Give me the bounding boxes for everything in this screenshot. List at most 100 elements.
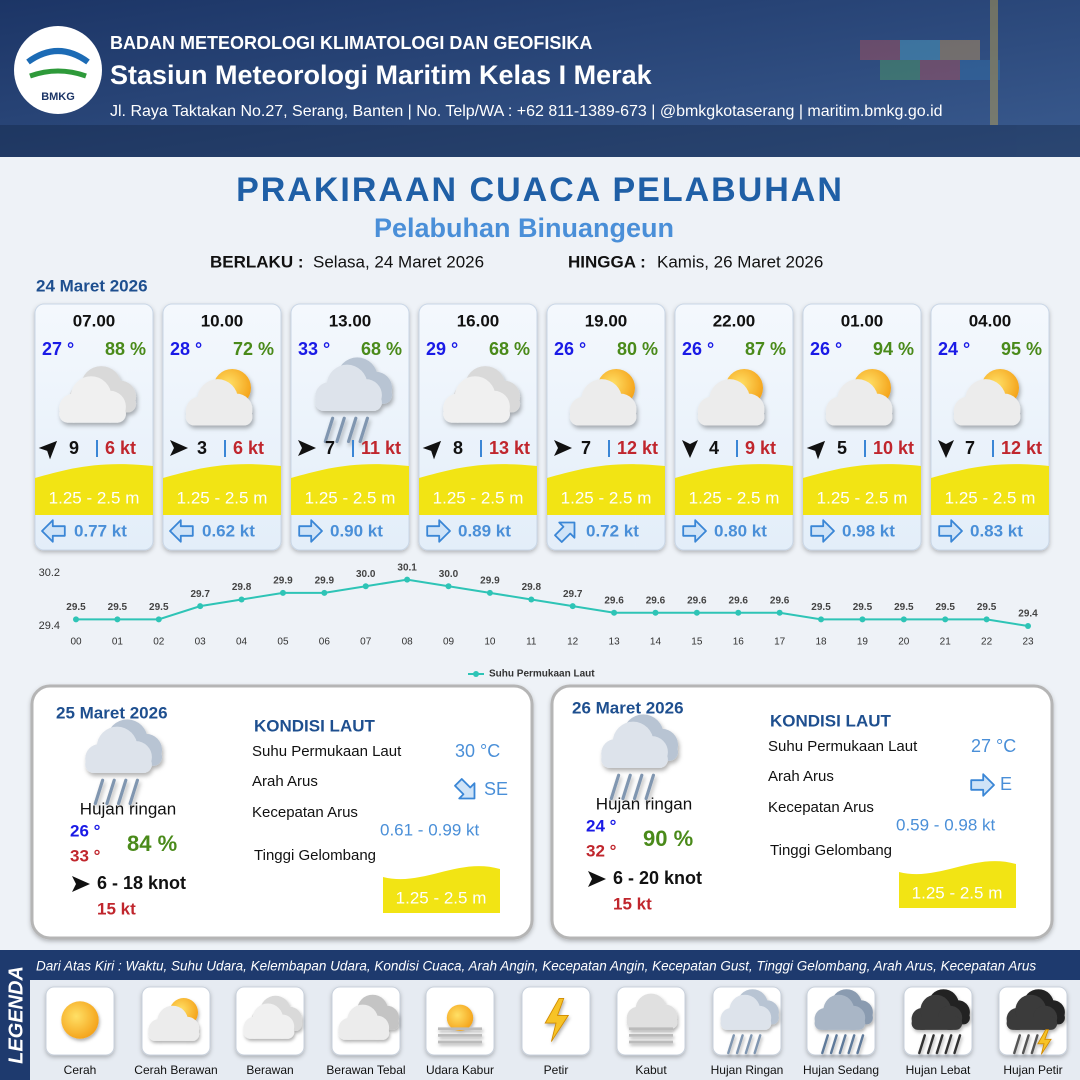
- x-tick-label: 13: [609, 637, 621, 648]
- valid-to-label: HINGGA :: [568, 252, 646, 271]
- sst-point: [611, 609, 618, 616]
- slot-wave: 1.25 - 2.5 m: [433, 488, 524, 507]
- sst-point: [983, 616, 990, 623]
- cloud: [185, 379, 253, 426]
- x-tick-label: 05: [277, 637, 289, 648]
- slot-current: 0.90 kt: [330, 521, 383, 540]
- weather-icon: [61, 1001, 99, 1039]
- weather-icon: [1006, 989, 1065, 1055]
- sst-point: [114, 616, 121, 623]
- slot-wave: 1.25 - 2.5 m: [561, 488, 652, 507]
- subtitle: Pelabuhan Binuangeun: [374, 213, 674, 243]
- slot-wave: 1.25 - 2.5 m: [49, 488, 140, 507]
- sea-current-speed: 0.59 - 0.98 kt: [896, 815, 996, 834]
- slot-time: 13.00: [329, 311, 372, 330]
- cloud: [85, 726, 152, 774]
- legend-item: Hujan Lebat: [906, 1063, 971, 1077]
- value-label: 29.5: [853, 602, 873, 613]
- slot-gust: 6 kt: [105, 438, 136, 458]
- value-label: 30.0: [356, 569, 376, 580]
- wave-shape: [419, 464, 537, 515]
- x-tick-label: 22: [981, 637, 993, 648]
- sea-sst: 30 °C: [455, 741, 500, 761]
- sst-point: [155, 616, 162, 623]
- logo-arc: [26, 48, 90, 65]
- cloud-part: [85, 755, 152, 774]
- wave-shape: [291, 464, 409, 515]
- sst-point: [362, 583, 369, 590]
- slot-wind: 3: [197, 438, 207, 458]
- slot-time: 22.00: [713, 311, 756, 330]
- legend-item: Cerah Berawan: [134, 1063, 217, 1077]
- x-tick-label: 20: [898, 637, 910, 648]
- address: Jl. Raya Taktakan No.27, Serang, Banten …: [110, 103, 943, 120]
- rain: [644, 773, 655, 801]
- slot-wave: 1.25 - 2.5 m: [177, 488, 268, 507]
- weather-icon: [626, 993, 678, 1044]
- slot-time: 10.00: [201, 311, 244, 330]
- cloud-part: [601, 750, 668, 769]
- slot-humidity: 68 %: [489, 339, 530, 359]
- weather-icon: [601, 714, 679, 801]
- x-tick-label: 16: [733, 637, 745, 648]
- value-label: 29.7: [563, 589, 583, 600]
- slot-wave: 1.25 - 2.5 m: [945, 488, 1036, 507]
- today-date: 24 Maret 2026: [36, 276, 148, 295]
- slot-gust: 11 kt: [361, 438, 401, 458]
- value-label: 29.6: [770, 595, 790, 606]
- outlook-wind: 6 - 18 knot: [97, 873, 186, 893]
- y-tick-label: 30.2: [39, 567, 60, 579]
- value-label: 29.5: [108, 602, 128, 613]
- weather-icon: [953, 369, 1021, 426]
- x-tick-label: 11: [526, 637, 537, 648]
- slot-humidity: 88 %: [105, 339, 146, 359]
- slot-gust: 9 kt: [745, 438, 776, 458]
- value-label: 29.5: [66, 602, 86, 613]
- rain: [935, 1034, 944, 1055]
- x-tick-label: 19: [857, 637, 869, 648]
- outlook-date: 25 Maret 2026: [56, 703, 168, 722]
- value-label: 29.9: [273, 576, 293, 587]
- legend-item: Cerah: [64, 1063, 97, 1077]
- weather-icon: [569, 369, 637, 426]
- legend-label: Suhu Permukaan Laut: [489, 669, 595, 680]
- outlook-gust: 15 kt: [613, 894, 652, 913]
- outlook-humidity: 90 %: [643, 826, 693, 851]
- rain: [944, 1034, 953, 1055]
- current-arrow: [938, 519, 963, 543]
- x-tick-label: 07: [360, 637, 372, 648]
- slot-humidity: 95 %: [1001, 339, 1042, 359]
- slot-temp: 26 °: [810, 339, 842, 359]
- sst-point: [197, 603, 204, 610]
- cloud: [814, 994, 866, 1030]
- slot-humidity: 80 %: [617, 339, 658, 359]
- slot-humidity: 68 %: [361, 339, 402, 359]
- slot-wave: 1.25 - 2.5 m: [305, 488, 396, 507]
- slot-wind: 7: [581, 438, 591, 458]
- sst-point: [569, 603, 576, 610]
- sea-label: Arah Arus: [252, 773, 318, 790]
- outlook-humidity: 84 %: [127, 831, 177, 856]
- rain: [1030, 1034, 1039, 1055]
- cloud: [1006, 994, 1058, 1030]
- slot-temp: 29 °: [426, 339, 458, 359]
- x-tick-label: 02: [153, 637, 165, 648]
- agency: BADAN METEOROLOGI KLIMATOLOGI DAN GEOFIS…: [110, 33, 592, 53]
- rain: [128, 778, 139, 806]
- weather-icon: [338, 994, 399, 1040]
- rain: [821, 1034, 830, 1055]
- current-arrow: [970, 773, 995, 797]
- bolt: [544, 997, 570, 1042]
- legend-top: [0, 950, 1080, 980]
- rain: [346, 416, 358, 444]
- value-label: 29.5: [977, 602, 997, 613]
- sst-point: [279, 589, 286, 596]
- rain: [621, 773, 632, 801]
- sst-point: [445, 583, 452, 590]
- rain: [838, 1034, 847, 1055]
- cloud: [953, 379, 1021, 426]
- wind-arrow: [72, 876, 90, 892]
- x-tick-label: 21: [940, 637, 952, 648]
- value-label: 29.6: [687, 595, 707, 606]
